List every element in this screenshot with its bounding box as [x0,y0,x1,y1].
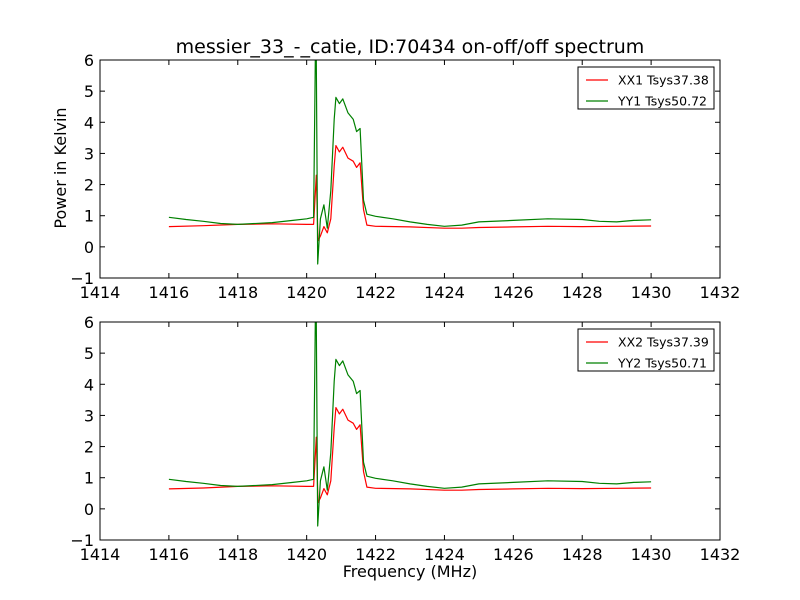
legend-box [577,66,715,110]
y-tick-label: 6 [84,313,94,332]
legend: XX1 Tsys37.38 YY1 Tsys50.72 [577,66,715,110]
y-tick-label: −1 [70,531,94,550]
x-tick-label: 1430 [631,545,672,564]
series-line-yy2 [168,322,652,527]
plot-frame [99,59,721,279]
legend: XX2 Tsys37.39 YY2 Tsys50.71 [577,328,715,372]
y-tick-label: 1 [84,469,94,488]
y-tick-label: 4 [84,375,94,394]
y-tick-label: 3 [84,144,94,163]
y-tick-label: 0 [84,500,94,519]
legend-entry: YY1 Tsys50.72 [617,94,707,109]
x-tick-label: 1432 [700,545,741,564]
legend-entry: XX1 Tsys37.38 [618,73,709,88]
y-tick-label: 6 [84,51,94,70]
y-tick-label: −1 [70,269,94,288]
x-tick-label: 1426 [493,283,534,302]
y-tick-label: 5 [84,82,94,101]
panel-1: 1414 1416 1418 1420 1422 1424 1426 1428 1430 1432… [70,51,740,302]
x-tick-label: 1428 [562,283,603,302]
x-tick-label: 1430 [631,283,672,302]
legend-entry: XX2 Tsys37.39 [618,335,709,350]
x-tick-label: 1418 [217,283,258,302]
y-tick-label: 4 [84,113,94,132]
panel-2: 1414 1416 1418 1420 1422 1424 1426 1428 1430 1432… [70,313,740,564]
y-tick-label: 2 [84,176,94,195]
y-axis-label: Power in Kelvin [51,107,70,228]
x-tick-label: 1420 [286,283,327,302]
x-tick-label: 1424 [424,545,465,564]
y-tick-label: 2 [84,438,94,457]
x-tick-label: 1418 [217,545,258,564]
chart-title: messier_33_-_catie, ID:70434 on-off/off … [176,36,645,58]
x-tick-label: 1416 [149,545,190,564]
y-tick-label: 1 [84,207,94,226]
x-tick-label: 1422 [355,545,396,564]
x-tick-label: 1432 [700,283,741,302]
y-tick-label: 3 [84,406,94,425]
x-tick-label: 1416 [149,283,190,302]
x-tick-label: 1424 [424,283,465,302]
legend-box [577,328,715,372]
x-tick-label: 1420 [286,545,327,564]
series-line-yy1 [168,60,652,265]
plot-frame [99,321,721,541]
x-tick-label: 1426 [493,545,534,564]
y-tick-label: 0 [84,238,94,257]
x-axis-label: Frequency (MHz) [343,562,477,581]
x-tick-label: 1414 [80,545,121,564]
x-tick-label: 1414 [80,283,121,302]
legend-entry: YY2 Tsys50.71 [617,356,707,371]
x-tick-label: 1422 [355,283,396,302]
y-tick-label: 5 [84,344,94,363]
chart-panels: 1414 1416 1418 1420 1422 1424 1426 1428 1430 1432… [70,51,740,564]
x-tick-label: 1428 [562,545,603,564]
